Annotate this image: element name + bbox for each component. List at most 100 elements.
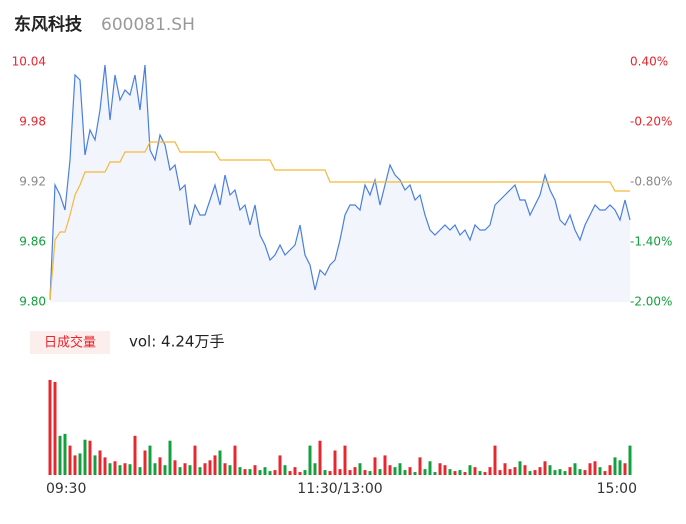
volume-bar — [108, 463, 112, 475]
volume-bar — [348, 470, 352, 475]
y2-tick-label: 0.40% — [630, 55, 668, 69]
volume-bar — [568, 467, 572, 475]
volume-bar — [428, 461, 432, 475]
volume-bar — [93, 455, 97, 475]
volume-bar — [343, 445, 347, 475]
volume-bar — [533, 470, 537, 475]
volume-bar — [198, 467, 202, 475]
volume-bar — [443, 465, 447, 475]
volume-bar — [313, 463, 317, 475]
volume-bar — [98, 450, 102, 475]
volume-bar — [123, 463, 127, 475]
volume-bar — [288, 471, 292, 475]
volume-bar — [203, 463, 207, 475]
volume-bar — [118, 465, 122, 475]
y-tick-label: 9.86 — [19, 235, 46, 249]
volume-bar — [523, 465, 527, 475]
volume-bar — [608, 465, 612, 475]
volume-bar — [393, 467, 397, 475]
volume-bar — [558, 469, 562, 475]
volume-bar — [468, 465, 472, 475]
volume-bar — [158, 457, 162, 475]
volume-bar — [238, 467, 242, 475]
average-line — [49, 141, 630, 301]
volume-bar — [383, 455, 387, 475]
volume-bar — [623, 463, 627, 475]
volume-bar — [318, 440, 322, 475]
volume-bar — [138, 467, 142, 475]
volume-bar — [263, 467, 267, 475]
volume-bar — [103, 457, 107, 475]
volume-bar — [563, 471, 567, 475]
volume-bar — [528, 471, 532, 475]
volume-bar — [578, 469, 582, 475]
volume-bar — [308, 445, 312, 475]
volume-bar — [473, 467, 477, 475]
volume-bar — [458, 470, 462, 475]
volume-bar — [268, 471, 272, 475]
price-area — [50, 65, 630, 302]
volume-bar — [453, 471, 457, 475]
stock-name: 东风科技 — [14, 14, 83, 35]
volume-bar — [493, 445, 497, 475]
volume-bar — [368, 471, 372, 475]
volume-bar — [88, 440, 92, 475]
volume-bar — [498, 470, 502, 475]
volume-bar — [53, 381, 57, 475]
volume-bar — [408, 467, 412, 475]
volume-bar — [618, 460, 622, 475]
volume-bar — [418, 457, 422, 475]
volume-bar — [508, 469, 512, 475]
volume-bar — [603, 471, 607, 475]
volume-bar — [478, 471, 482, 475]
volume-bar — [218, 450, 222, 475]
volume-bar — [173, 460, 177, 475]
volume-bar — [553, 470, 557, 475]
volume-bar — [593, 461, 597, 475]
volume-bar — [133, 435, 137, 475]
volume-bar — [398, 463, 402, 475]
volume-bar — [58, 435, 62, 475]
y-tick-label: 10.04 — [12, 55, 46, 69]
volume-bar — [128, 464, 132, 475]
y2-tick-label: -0.20% — [630, 115, 672, 129]
volume-bar — [283, 465, 287, 475]
volume-bar — [423, 469, 427, 475]
volume-bar — [243, 469, 247, 475]
price-line — [49, 64, 631, 301]
volume-bar — [583, 470, 587, 475]
volume-tag: 日成交量 — [44, 335, 96, 351]
y-tick-label: 9.98 — [19, 115, 46, 129]
volume-bar — [223, 463, 227, 475]
volume-bar — [168, 440, 172, 475]
volume-bar — [303, 470, 307, 475]
volume-bar — [253, 465, 257, 475]
volume-bar — [448, 469, 452, 475]
volume-bar — [518, 461, 522, 475]
x-tick-label: 09:30 — [46, 481, 86, 497]
y-tick-label: 9.80 — [19, 295, 46, 309]
volume-bar — [193, 445, 197, 475]
volume-bar — [543, 461, 547, 475]
volume-bar — [208, 460, 212, 475]
volume-bar — [143, 450, 147, 475]
y2-tick-label: -0.80% — [630, 175, 672, 189]
stock-code: 600081.SH — [101, 15, 195, 35]
volume-bar — [248, 469, 252, 475]
volume-bar — [433, 472, 437, 475]
volume-bar — [188, 465, 192, 475]
volume-bar — [228, 465, 232, 475]
volume-bar — [488, 467, 492, 475]
volume-bar — [358, 463, 362, 475]
volume-bar — [438, 463, 442, 475]
volume-bar — [613, 457, 617, 475]
volume-bar — [258, 470, 262, 475]
volume-bar — [378, 469, 382, 475]
volume-bar — [503, 463, 507, 475]
volume-bar — [373, 457, 377, 475]
volume-bar — [598, 467, 602, 475]
volume-bar — [68, 445, 72, 475]
volume-bar — [628, 445, 632, 475]
y2-tick-label: -1.40% — [630, 235, 672, 249]
